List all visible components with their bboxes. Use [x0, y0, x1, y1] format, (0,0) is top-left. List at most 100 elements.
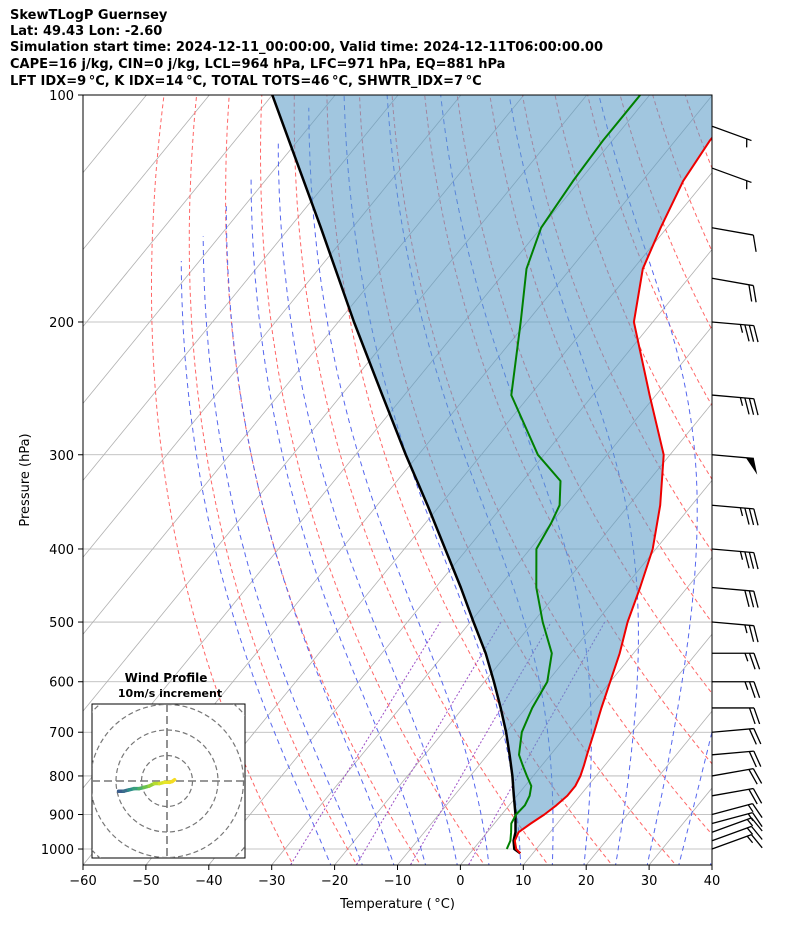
x-tick-label: 10	[515, 874, 532, 889]
barb-full	[748, 728, 757, 745]
isotherm-line	[83, 95, 210, 251]
barb-full	[744, 590, 750, 608]
dry-adiabat	[744, 78, 794, 868]
barb-staff	[711, 548, 754, 554]
wind-barb	[711, 727, 762, 745]
x-tick-label: −40	[195, 874, 222, 889]
barb-staff	[711, 803, 753, 816]
barb-staff	[711, 167, 752, 184]
isotherm-line	[585, 710, 712, 865]
moist-adiabat	[225, 205, 395, 865]
dewpoint-profile	[505, 95, 641, 850]
barb-half	[739, 507, 744, 517]
barb-full	[753, 750, 762, 767]
isotherm-line	[83, 95, 273, 328]
isotherm-line	[775, 95, 794, 865]
barb-staff	[711, 321, 754, 327]
y-tick-label: 200	[49, 316, 74, 331]
barb-full	[753, 681, 761, 698]
barb-full	[748, 751, 757, 768]
barb-full	[752, 234, 757, 252]
barb-staff	[711, 394, 754, 400]
barb-full	[748, 653, 756, 670]
barb-full	[752, 768, 763, 784]
wind-barb	[711, 167, 752, 190]
barb-staff	[711, 825, 752, 842]
barb-staff	[711, 817, 752, 833]
index-line: LFT IDX=9 °C, K IDX=14 °C, TOTAL TOTS=46…	[10, 74, 482, 89]
barb-half	[744, 681, 749, 690]
mixing-ratio-line	[290, 621, 441, 865]
location-line: Lat: 49.43 Lon: -2.60	[10, 24, 163, 39]
wind-barb	[712, 681, 761, 698]
barb-staff	[711, 768, 754, 777]
barb-full	[753, 508, 759, 526]
barb-staff	[711, 787, 754, 797]
moist-adiabat	[598, 95, 698, 865]
cape-area	[272, 95, 712, 854]
barb-full	[748, 681, 756, 698]
y-axis-label: Pressure (hPa)	[18, 433, 33, 526]
barb-full	[748, 590, 755, 608]
barb-full	[748, 284, 753, 302]
wind-barb	[711, 277, 757, 303]
barb-full	[748, 508, 755, 526]
y-tick-label: 800	[49, 770, 74, 785]
y-tick-label: 400	[49, 543, 74, 558]
cape-line: CAPE=16 j/kg, CIN=0 j/kg, LCL=964 hPa, L…	[10, 57, 506, 72]
isotherm-line	[522, 633, 712, 865]
y-tick-label: 500	[49, 616, 74, 631]
hodograph-title: Wind Profile	[125, 671, 208, 685]
time-line: Simulation start time: 2024-12-11_00:00:…	[10, 40, 603, 55]
barb-full	[753, 552, 759, 570]
barb-full	[748, 325, 755, 342]
x-axis-label: Temperature ( °C)	[339, 897, 455, 912]
dry-adiabat	[712, 78, 794, 868]
isotherm-line	[83, 95, 84, 97]
isotherm-line	[711, 864, 712, 865]
barb-full	[750, 825, 763, 840]
wind-barb	[711, 548, 759, 570]
x-tick-label: −20	[321, 874, 348, 889]
barb-full	[744, 551, 750, 569]
dry-adiabat	[188, 95, 358, 865]
barb-full	[753, 625, 759, 643]
temperature-profile	[513, 136, 712, 854]
barb-full	[753, 398, 759, 416]
hodograph-subtitle: 10m/s increment	[118, 687, 222, 700]
parcel-profile	[271, 95, 522, 855]
barb-flag	[745, 457, 758, 475]
wind-barb	[711, 750, 762, 768]
moist-adiabat	[678, 729, 712, 865]
wind-barb	[711, 787, 763, 805]
wind-barb	[711, 227, 757, 252]
y-tick-label: 300	[49, 449, 74, 464]
wind-barb	[711, 803, 763, 819]
hodograph-segment	[170, 777, 177, 784]
dry-adiabat	[259, 95, 486, 865]
barb-full	[752, 788, 763, 804]
y-tick-label: 900	[49, 809, 74, 824]
x-tick-label: 0	[456, 874, 464, 889]
moist-adiabat	[709, 857, 712, 865]
wind-barb	[711, 504, 759, 526]
barb-full	[744, 397, 750, 415]
dry-adiabat	[293, 95, 549, 865]
barb-half	[744, 624, 748, 634]
barb-full	[750, 834, 763, 849]
wind-barb	[711, 125, 752, 148]
barb-staff	[711, 125, 752, 142]
barb-staff	[711, 454, 754, 460]
barb-half	[739, 397, 744, 406]
wind-barb	[712, 652, 761, 670]
x-tick-label: −60	[69, 874, 96, 889]
barb-full	[752, 812, 763, 827]
barb-half	[746, 827, 754, 835]
barb-half	[744, 653, 749, 662]
barb-full	[748, 707, 756, 725]
wind-barb	[711, 834, 763, 850]
barb-full	[753, 591, 759, 608]
barb-staff	[711, 586, 754, 592]
x-tick-label: 40	[704, 874, 721, 889]
barb-full	[752, 803, 763, 819]
